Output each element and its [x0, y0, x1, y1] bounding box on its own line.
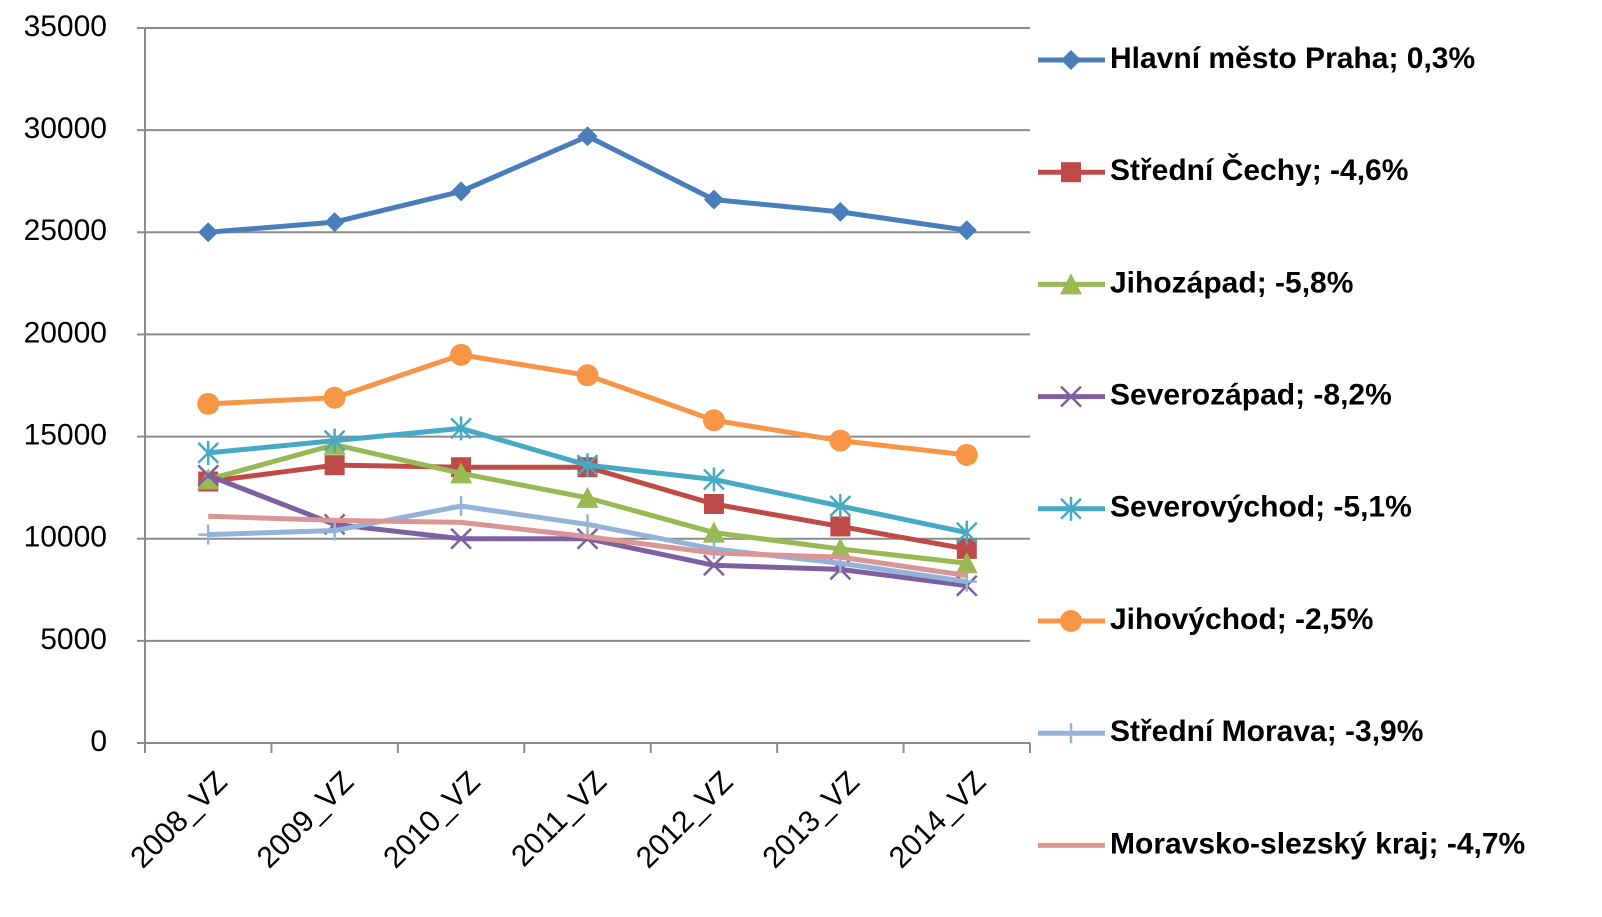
legend-label: Střední Čechy; -4,6% [1110, 153, 1408, 187]
marker [1061, 162, 1081, 183]
marker [955, 520, 978, 545]
marker [450, 416, 472, 441]
y-tick-label: 20000 [24, 316, 107, 349]
marker [1060, 610, 1082, 632]
marker [702, 521, 725, 543]
y-tick-label: 25000 [24, 214, 107, 247]
marker [703, 493, 724, 514]
marker [324, 520, 345, 541]
x-tick-label: 2013_VZ [756, 765, 865, 874]
legend-label: Jihozápad; -5,8% [1110, 266, 1353, 299]
marker [197, 468, 220, 490]
marker [829, 537, 852, 559]
marker [829, 429, 852, 452]
marker [324, 212, 345, 233]
x-tick-label: 2012_VZ [630, 765, 739, 874]
legend-label: Střední Morava; -3,9% [1110, 715, 1423, 748]
y-tick-label: 10000 [24, 521, 107, 554]
series [208, 513, 968, 578]
marker [323, 428, 346, 453]
marker [576, 453, 599, 478]
marker [956, 220, 977, 241]
marker [1060, 496, 1082, 521]
marker [576, 486, 599, 508]
x-tick-label: 2011_VZ [505, 765, 613, 873]
marker [955, 443, 978, 466]
series [197, 416, 978, 545]
x-tick-label: 2008_VZ [124, 765, 233, 874]
marker [197, 440, 220, 465]
marker [197, 392, 220, 415]
y-tick-label: 15000 [24, 418, 107, 451]
marker [577, 126, 598, 147]
marker [703, 554, 725, 577]
marker [451, 496, 472, 517]
x-tick-label: 2010_VZ [377, 765, 486, 874]
marker [956, 538, 977, 559]
x-tick-label: 2009_VZ [251, 765, 360, 874]
legend-label: Moravsko-slezský kraj; -4,7% [1110, 827, 1525, 860]
marker [1061, 50, 1081, 70]
marker [1061, 723, 1081, 744]
marker [450, 527, 472, 550]
series [197, 343, 978, 466]
marker [703, 538, 724, 559]
marker [955, 552, 978, 574]
legend-label: Severozápad; -8,2% [1110, 379, 1392, 412]
series [198, 496, 977, 592]
series-line [208, 513, 968, 578]
marker [703, 189, 724, 210]
marker [702, 409, 725, 432]
series-line [208, 133, 968, 235]
legend-label: Hlavní město Praha; 0,3% [1110, 42, 1475, 75]
marker [198, 524, 219, 545]
marker [323, 386, 346, 409]
marker [450, 462, 473, 484]
legend-label: Severovýchod; -5,1% [1110, 491, 1412, 524]
y-tick-label: 5000 [40, 623, 107, 656]
x-tick-label: 2014_VZ [883, 765, 992, 874]
marker [324, 455, 345, 476]
y-tick-label: 35000 [24, 10, 107, 43]
marker [450, 343, 473, 366]
marker [1060, 273, 1082, 295]
y-tick-label: 0 [90, 725, 107, 758]
marker [198, 222, 219, 243]
series [198, 126, 977, 243]
legend-label: Jihovýchod; -2,5% [1110, 603, 1373, 636]
marker [829, 494, 852, 519]
y-tick-label: 30000 [24, 112, 107, 145]
marker [451, 181, 472, 202]
marker [1060, 385, 1082, 408]
marker [577, 514, 598, 535]
marker [703, 467, 725, 492]
marker [576, 364, 599, 387]
marker [197, 464, 220, 487]
marker [830, 201, 851, 222]
marker [830, 516, 851, 537]
